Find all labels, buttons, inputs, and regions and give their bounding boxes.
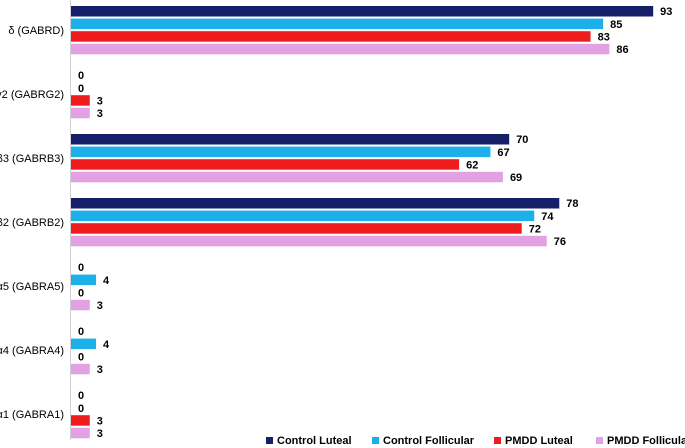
legend-label: PMDD Follicular bbox=[607, 435, 685, 447]
bar bbox=[71, 427, 90, 439]
value-label: 0 bbox=[78, 403, 84, 415]
value-label: 86 bbox=[616, 44, 628, 56]
value-label: 74 bbox=[541, 211, 554, 223]
value-label: 78 bbox=[566, 198, 578, 210]
value-label: 0 bbox=[78, 262, 84, 274]
value-label: 93 bbox=[660, 6, 672, 18]
bar bbox=[71, 6, 654, 17]
category-label: β3 (GABRB3) bbox=[0, 153, 64, 165]
legend-swatch bbox=[596, 437, 603, 444]
bar bbox=[71, 159, 460, 170]
value-label: 62 bbox=[466, 159, 478, 171]
value-label: 0 bbox=[78, 351, 84, 363]
value-label: 83 bbox=[598, 31, 610, 43]
value-label: 3 bbox=[97, 95, 103, 107]
bar bbox=[71, 338, 97, 350]
category-label: γ2 (GABRG2) bbox=[0, 89, 64, 101]
bar bbox=[71, 18, 604, 30]
category-label: δ (GABRD) bbox=[8, 25, 64, 37]
bar bbox=[71, 235, 547, 247]
value-label: 0 bbox=[78, 83, 84, 95]
bar bbox=[71, 134, 510, 145]
bar bbox=[71, 146, 491, 158]
legend-label: Control Luteal bbox=[277, 435, 352, 447]
value-label: 3 bbox=[97, 364, 103, 376]
legend-label: Control Follicular bbox=[383, 435, 475, 447]
value-label: 76 bbox=[554, 236, 566, 248]
bar bbox=[71, 198, 560, 209]
bar bbox=[71, 210, 535, 222]
value-label: 0 bbox=[78, 390, 84, 402]
category-label: α5 (GABRA5) bbox=[0, 281, 64, 293]
value-label: 0 bbox=[78, 287, 84, 299]
category-label: α1 (GABRA1) bbox=[0, 409, 64, 421]
bar bbox=[71, 299, 90, 311]
bar bbox=[71, 171, 503, 183]
legend-swatch bbox=[494, 437, 501, 444]
bar bbox=[71, 31, 591, 42]
bar bbox=[71, 415, 90, 426]
value-label: 69 bbox=[510, 172, 522, 184]
value-label: 3 bbox=[97, 415, 103, 427]
bar bbox=[71, 95, 90, 106]
legend-swatch bbox=[266, 437, 273, 444]
category-label: β2 (GABRB2) bbox=[0, 217, 64, 229]
value-label: 4 bbox=[103, 275, 110, 287]
value-label: 3 bbox=[97, 300, 103, 312]
legend-label: PMDD Luteal bbox=[505, 435, 573, 447]
value-label: 70 bbox=[516, 134, 528, 146]
bar bbox=[71, 363, 90, 375]
value-label: 0 bbox=[78, 70, 84, 82]
category-label: α4 (GABRA4) bbox=[0, 345, 64, 357]
bar bbox=[71, 274, 97, 286]
value-label: 3 bbox=[97, 108, 103, 120]
value-label: 67 bbox=[497, 147, 509, 159]
value-label: 3 bbox=[97, 428, 103, 440]
value-label: 4 bbox=[103, 339, 110, 351]
value-label: 72 bbox=[529, 223, 541, 235]
legend-swatch bbox=[372, 437, 379, 444]
value-label: 85 bbox=[610, 19, 622, 31]
bar bbox=[71, 43, 610, 55]
value-label: 0 bbox=[78, 326, 84, 338]
bar bbox=[71, 107, 90, 119]
bar bbox=[71, 223, 522, 234]
